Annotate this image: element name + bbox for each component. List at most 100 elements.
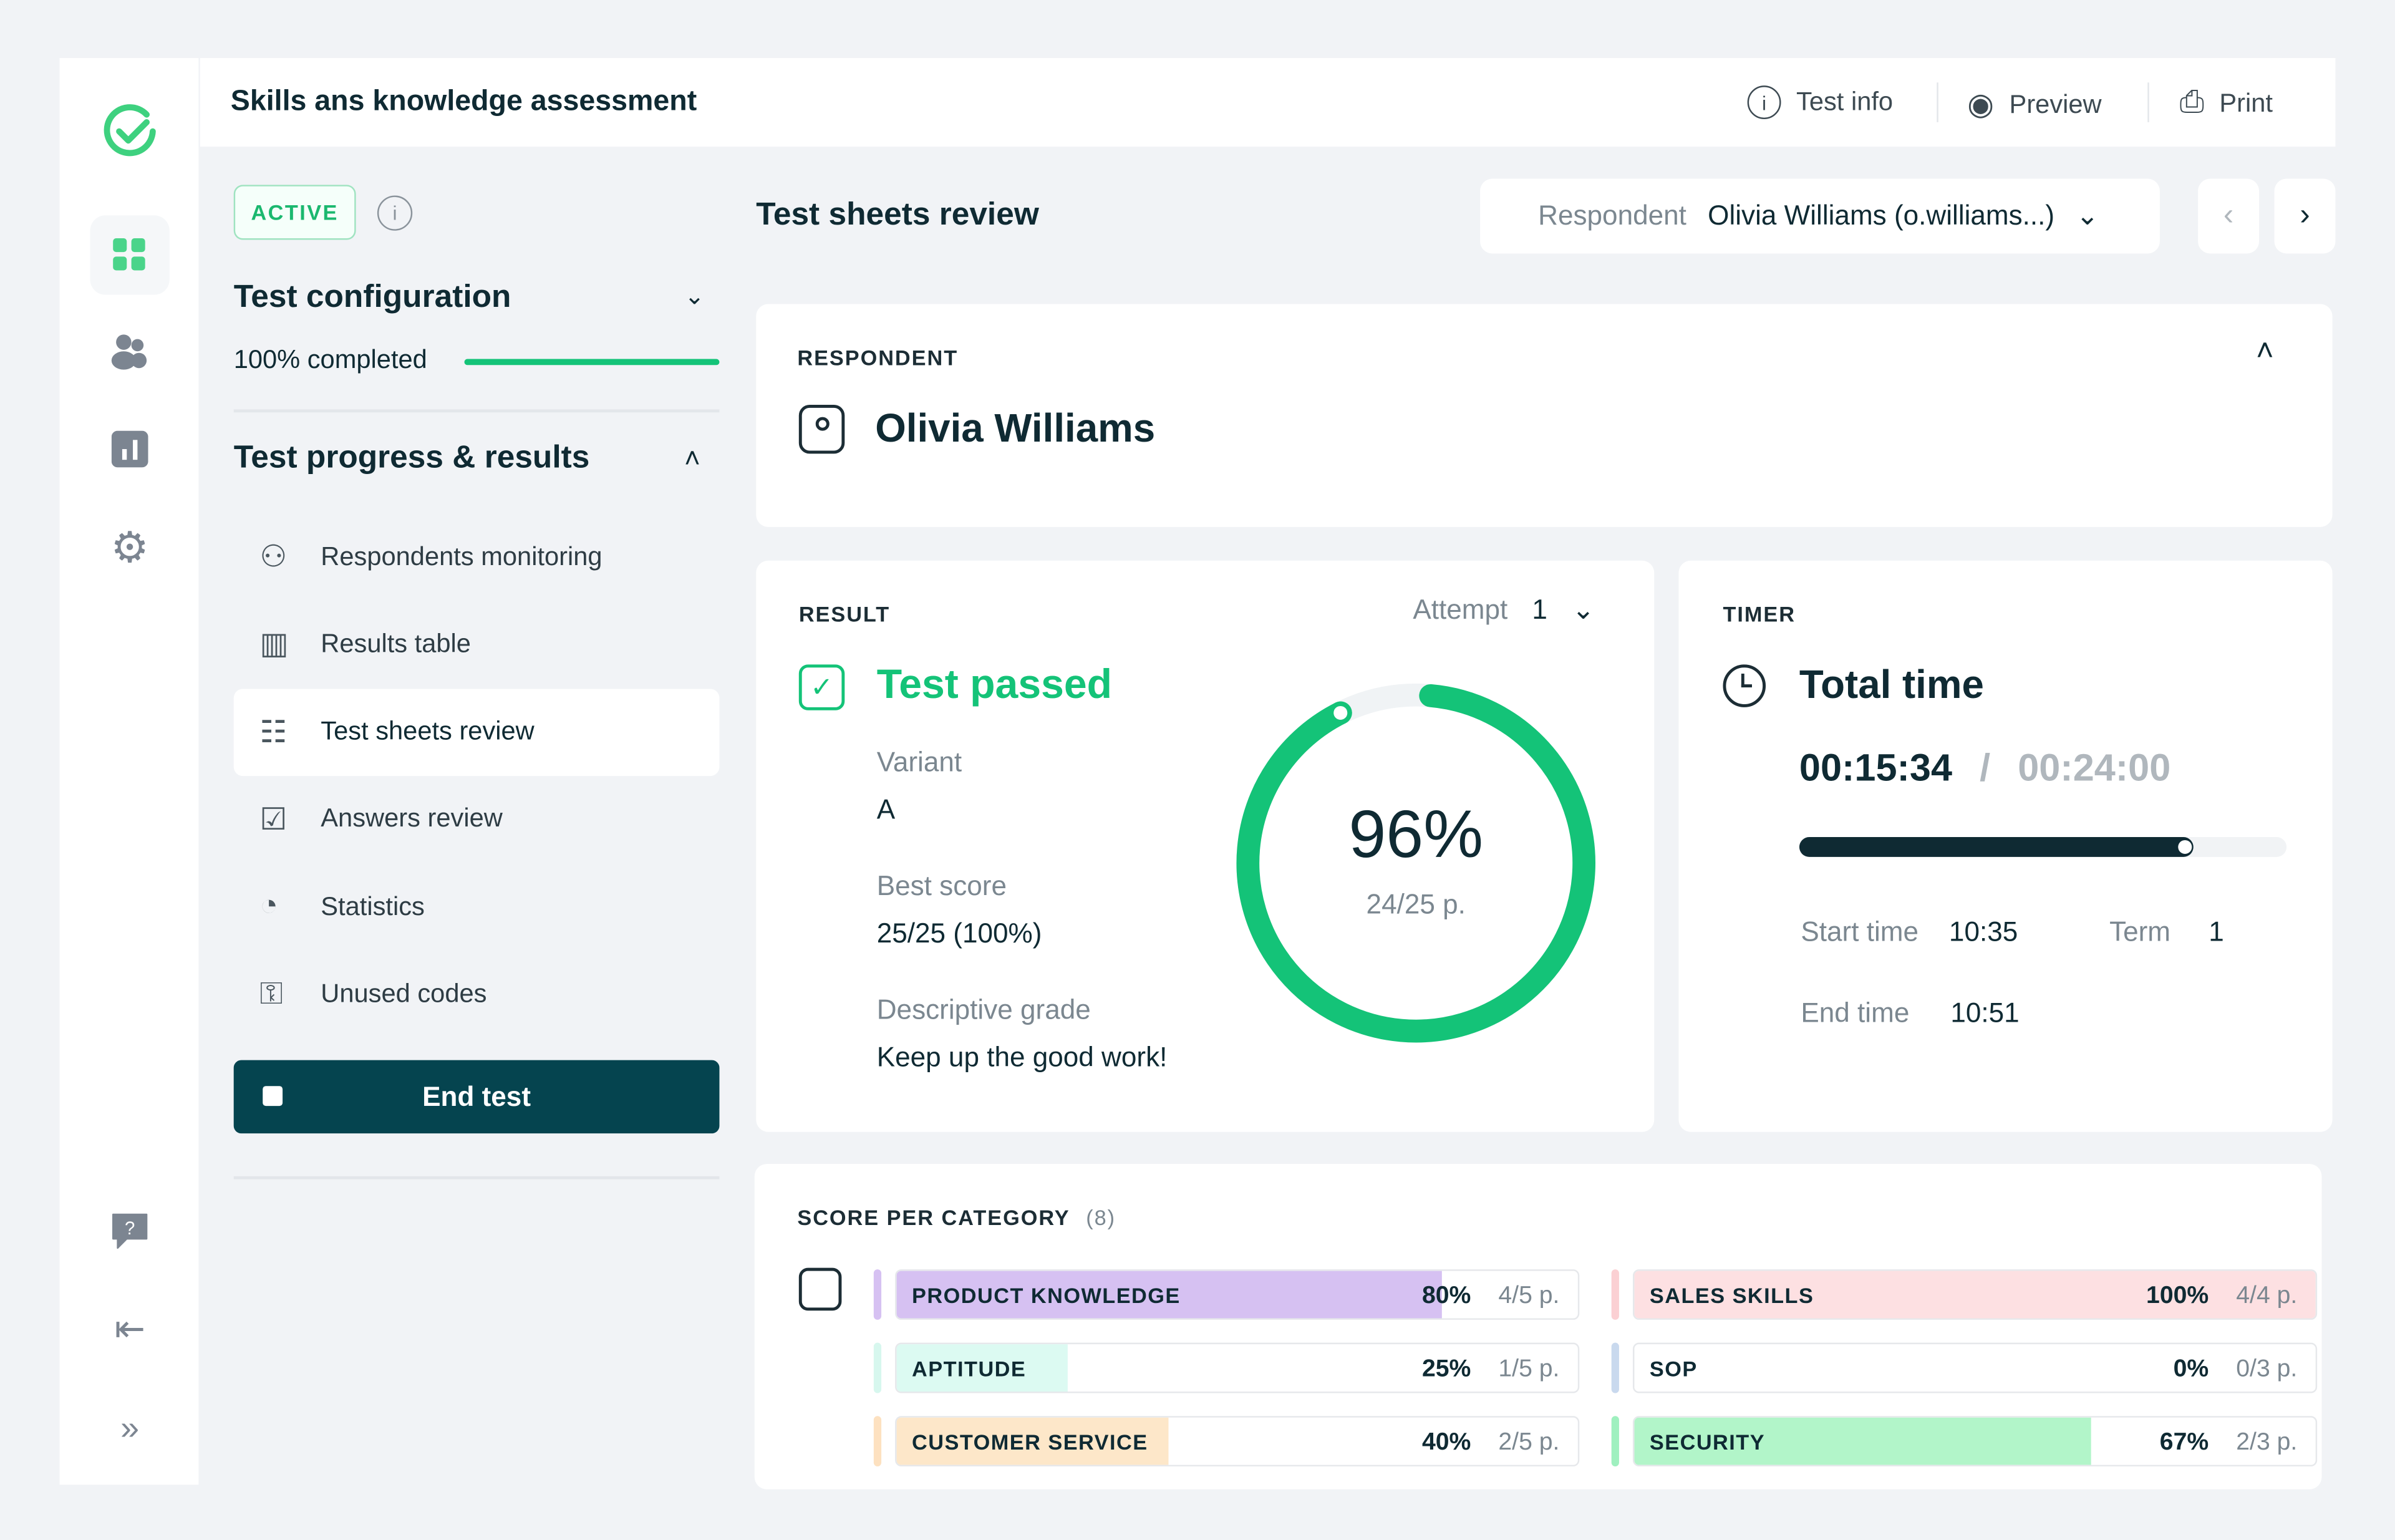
nav-item-answers-review[interactable]: ☑ Answers review [234, 776, 720, 863]
score-handle [1328, 701, 1352, 725]
category-name: APTITUDE [912, 1356, 1027, 1381]
respondent-card: RESPONDENT ˄ Olivia Williams [756, 304, 2333, 527]
print-label: Print [2219, 87, 2273, 117]
users-icon[interactable] [93, 314, 167, 388]
category-fill [896, 1417, 1169, 1465]
chevron-down-icon[interactable]: ⌄ [684, 284, 705, 311]
category-stripe [1611, 1342, 1619, 1393]
dashboard-icon[interactable] [90, 215, 170, 295]
user-icon [798, 404, 845, 454]
print-button[interactable]: ⎙ Print [2180, 85, 2273, 120]
nav-item-label: Respondents monitoring [321, 541, 602, 571]
previous-button[interactable]: ‹ [2198, 178, 2260, 254]
start-time-label: Start time [1801, 916, 1919, 947]
result-section-label: RESULT [798, 601, 891, 627]
end-time-label: End time [1801, 997, 1910, 1029]
help-icon[interactable]: ? [93, 1194, 167, 1268]
best-score-label: Best score [876, 870, 1007, 901]
category-bar: CUSTOMER SERVICE 40% 2/5 p. [895, 1416, 1580, 1467]
pie-chart-icon: ◔ [259, 889, 278, 923]
preview-button[interactable]: ◉ Preview [1967, 85, 2101, 123]
category-fill [1634, 1271, 2316, 1319]
timer-title: Total time [1799, 661, 1984, 707]
score-arc [1236, 683, 1595, 1043]
logout-icon[interactable]: ⇤ [114, 1308, 145, 1350]
nav-item-unused-codes[interactable]: ⚿ Unused codes [234, 951, 720, 1039]
info-icon: i [1747, 85, 1781, 120]
category-bar: SALES SKILLS 100% 4/4 p. [1632, 1269, 2318, 1320]
nav-item-results-table[interactable]: ▥ Results table [234, 601, 720, 688]
divider [2147, 82, 2149, 122]
category-points: 4/5 p. [1498, 1283, 1560, 1309]
logo-icon [93, 95, 167, 168]
test-info-button[interactable]: i Test info [1747, 85, 1893, 120]
respondent-select-value: Olivia Williams (o.williams...) [1708, 200, 2055, 231]
end-test-button[interactable]: End test [233, 1060, 720, 1134]
reports-icon[interactable] [93, 412, 167, 486]
svg-text:?: ? [125, 1218, 135, 1239]
expand-icon[interactable]: » [120, 1408, 140, 1447]
nav-item-label: Answers review [321, 804, 503, 833]
attempt-value: 1 [1532, 594, 1547, 625]
divider [233, 1176, 720, 1179]
respondent-name: Olivia Williams [875, 404, 1156, 451]
divider [1937, 82, 1938, 122]
check-square-icon: ☑ [259, 803, 288, 837]
next-button[interactable]: › [2274, 178, 2336, 254]
bar-chart-icon: ▥ [259, 628, 289, 662]
chevron-up-icon[interactable]: ˄ [2256, 334, 2274, 369]
category-bar: APTITUDE 25% 1/5 p. [895, 1342, 1580, 1393]
nav-item-label: Unused codes [321, 979, 487, 1009]
category-fill [896, 1271, 1442, 1319]
attempt-label: Attempt [1413, 594, 1508, 625]
category-points: 0/3 p. [2236, 1356, 2298, 1383]
users-icon: ⚇ [259, 540, 288, 574]
score-points: 24/25 p. [1366, 889, 1466, 920]
result-status: Test passed [876, 661, 1113, 707]
nav-item-label: Results table [321, 629, 471, 659]
timer-progress-bar [1799, 837, 2287, 857]
nav-item-label: Statistics [321, 891, 425, 921]
nav-item-respondents-monitoring[interactable]: ⚇ Respondents monitoring [234, 513, 720, 601]
variant-label: Variant [876, 747, 962, 778]
category-percent: 80% [1421, 1283, 1471, 1309]
category-percent: 100% [2146, 1283, 2209, 1309]
grade-value: Keep up the good work! [876, 1042, 1168, 1073]
elapsed-time: 00:15:34 [1799, 747, 1953, 790]
nav-item-statistics[interactable]: ◔ Statistics [234, 863, 720, 951]
category-name: PRODUCT KNOWLEDGE [912, 1283, 1181, 1308]
check-icon: ✓ [798, 664, 845, 710]
nav-item-test-sheets-review[interactable]: ☷ Test sheets review [233, 688, 720, 776]
chevron-up-icon[interactable]: ˄ [684, 443, 700, 474]
time-limit: 00:24:00 [2018, 747, 2171, 790]
top-bar: Skills ans knowledge assessment i Test in… [200, 58, 2336, 147]
category-bar: SOP 0% 0/3 p. [1632, 1342, 2318, 1393]
info-icon[interactable]: i [377, 195, 413, 231]
timer-card: TIMER Total time 00:15:34 / 00:24:00 Start… [1678, 560, 2333, 1132]
variant-value: A [876, 794, 896, 825]
time-separator: / [1980, 747, 1991, 790]
category-stripe [1611, 1416, 1619, 1467]
category-name: SALES SKILLS [1649, 1283, 1814, 1308]
test-progress-heading[interactable]: Test progress & results [233, 440, 590, 475]
category-percent: 25% [1421, 1356, 1471, 1383]
category-points: 2/5 p. [1498, 1430, 1560, 1456]
category-fill [896, 1344, 1067, 1392]
category-stripe [1611, 1269, 1619, 1320]
score-percent: 96% [1348, 797, 1484, 873]
category-percent: 0% [2173, 1356, 2209, 1383]
settings-icon[interactable]: ⚙ [110, 523, 149, 571]
test-configuration-heading[interactable]: Test configuration [233, 279, 511, 315]
category-points: 1/5 p. [1498, 1356, 1560, 1383]
attempt-select[interactable]: Attempt 1 ⌄ [1413, 594, 1595, 626]
stop-icon [263, 1086, 283, 1107]
config-progress-bar [464, 359, 720, 366]
respondent-select[interactable]: Respondent Olivia Williams (o.williams...… [1480, 178, 2160, 254]
category-bar: SECURITY 67% 2/3 p. [1632, 1416, 2318, 1467]
grade-label: Descriptive grade [876, 994, 1091, 1025]
status-badge: ACTIVE [233, 185, 356, 240]
clock-icon [1723, 664, 1766, 707]
category-stripe [873, 1342, 882, 1393]
category-percent: 67% [2159, 1430, 2209, 1456]
bar-chart-icon [798, 1267, 842, 1311]
